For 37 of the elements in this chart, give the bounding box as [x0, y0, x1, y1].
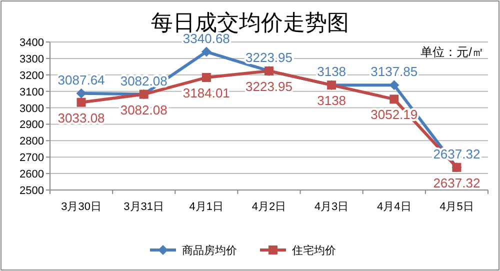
- y-tick-label: 2800: [20, 136, 44, 148]
- data-label: 3138: [317, 93, 346, 108]
- point: [389, 80, 400, 90]
- y-tick-label: 2600: [20, 168, 44, 181]
- x-tick-label: 4月3日: [314, 201, 349, 213]
- y-tick-label: 2700: [20, 152, 44, 164]
- data-label: 3223.95: [246, 50, 292, 65]
- data-label: 3223.95: [246, 78, 292, 94]
- point: [390, 94, 399, 104]
- data-label: 3137.85: [370, 64, 418, 80]
- x-tick-label: 3月31日: [124, 201, 164, 213]
- x-tick-label: 4月1日: [189, 201, 224, 213]
- y-tick-label: 3400: [20, 37, 44, 49]
- point: [76, 88, 86, 98]
- data-label: 3082.08: [120, 102, 168, 118]
- point: [202, 73, 211, 82]
- point: [76, 98, 86, 107]
- y-tick-label: 3000: [20, 102, 44, 115]
- y-tick-label: 3100: [20, 86, 44, 98]
- data-label: 3184.01: [182, 86, 230, 101]
- legend-label: 商品房均价: [182, 244, 237, 257]
- data-label: 3138: [317, 64, 346, 80]
- y-tick-label: 3300: [20, 53, 44, 66]
- x-tick-label: 4月2日: [252, 201, 286, 213]
- y-tick-label: 2900: [20, 119, 44, 132]
- x-tick-label: 3月30日: [61, 201, 102, 213]
- legend-label: 住宅均价: [292, 244, 336, 257]
- x-tick-label: 4月4日: [377, 201, 412, 213]
- y-tick-label: 2500: [20, 185, 44, 197]
- point: [201, 46, 212, 57]
- data-label: 3033.08: [58, 110, 105, 126]
- data-label: 2637.32: [433, 175, 480, 190]
- annotation: 单位：元/㎡: [420, 45, 484, 59]
- chart-title: 每日成交均价走势图: [151, 10, 349, 35]
- y-tick-label: 3200: [20, 70, 44, 82]
- data-label: 3087.64: [58, 72, 105, 88]
- x-tick-label: 4月5日: [440, 201, 474, 213]
